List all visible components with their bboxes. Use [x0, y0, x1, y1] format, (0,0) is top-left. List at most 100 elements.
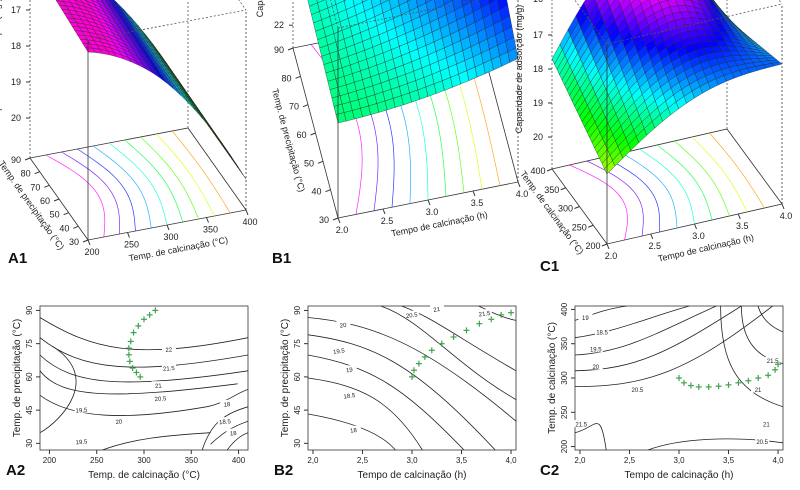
- y-tick: [53, 198, 60, 202]
- y-tick-label: 40: [311, 187, 321, 197]
- optimum-marker: [410, 367, 417, 374]
- optimum-marker: [488, 316, 495, 323]
- optimum-marker: [133, 369, 140, 376]
- y-tick-label: 200: [560, 439, 569, 453]
- contour-label-bg: [429, 304, 444, 312]
- optimum-marker: [130, 329, 137, 336]
- y-tick-label: 60: [293, 372, 302, 381]
- z-tick-label: 17: [11, 5, 21, 15]
- contour-plot-c2: 19 18.5 19.5 20 20.5 21 21.5 21 20.5 21.5 2,0 2,5 3,…: [535, 292, 797, 490]
- y-tick: [24, 157, 31, 161]
- x-axis-label: Tempo de calcinação (h): [625, 470, 734, 481]
- contour-label-bg: [74, 437, 89, 445]
- x-tick: [87, 239, 91, 246]
- surface-plot-b1: 19202122Capacidade de adsorção (mg/g)2.0…: [255, 0, 533, 270]
- contour-label: 18: [350, 428, 358, 435]
- optimum-marker: [152, 307, 159, 314]
- y-tick-label: 90: [293, 305, 302, 314]
- contour-label: 21.5: [575, 423, 587, 429]
- contour-label-bg: [751, 385, 766, 393]
- contour-label-bg: [578, 313, 593, 321]
- y-tick: [63, 212, 69, 216]
- base-contour-line: [45, 154, 106, 238]
- surface-cell: [236, 164, 247, 180]
- contour-line: [401, 306, 516, 372]
- x-axis-label: Temp. de calcinação (°C): [88, 470, 200, 481]
- panel-label-c1: C1: [540, 258, 560, 275]
- contour-label: 20: [115, 419, 123, 426]
- optimum-marker: [680, 379, 687, 386]
- y-tick-label: 350: [544, 185, 559, 195]
- contour-plot-a2-svg: 22 21.5 21 20.5 20 19.5 19.5 18 18.5 18 200 250 300 3…: [12, 305, 249, 481]
- contour-label-bg: [161, 345, 176, 353]
- x-tick: [694, 223, 697, 230]
- y-tick: [546, 168, 553, 172]
- contour-label: 19.5: [75, 408, 88, 415]
- contour-line: [226, 432, 248, 450]
- x-tick: [427, 199, 431, 206]
- y-tick-label: 400: [530, 166, 545, 176]
- contour-label: 21: [763, 423, 770, 429]
- x-tick-label: 4,0: [772, 456, 784, 465]
- contour-line: [308, 317, 516, 422]
- box-top-front: [606, 3, 783, 45]
- contour-label: 18: [224, 402, 232, 409]
- contour-label-bg: [765, 356, 780, 364]
- box-top-front: [59, 0, 89, 41]
- contour-plot-b2-svg: 21 20.5 20 19.5 19 18.5 18 21.5 2,0 2,5 3,0 3,5 4,0 T…: [280, 304, 517, 481]
- contour-label-bg: [153, 394, 168, 402]
- x-tick-label: 3,0: [673, 456, 685, 465]
- contour-label: 20.5: [632, 388, 644, 394]
- optimum-marker: [765, 372, 772, 379]
- y-tick: [73, 225, 79, 229]
- surface-cell: [629, 0, 636, 4]
- contour-line: [40, 370, 238, 395]
- x-tick-label: 400: [242, 217, 257, 227]
- contour-label: 20.5: [756, 440, 768, 446]
- y-axis-label: Temp. de calcinação (°C): [547, 322, 558, 434]
- contour-line: [308, 334, 496, 450]
- contour-label: 18.5: [219, 419, 232, 426]
- contour-label: 20.5: [406, 312, 419, 320]
- contour-label-bg: [755, 437, 770, 445]
- contour-label-bg: [112, 417, 127, 425]
- base-contour-line: [124, 139, 184, 223]
- x-axis-label: Tempo de calcinação (h): [358, 470, 467, 481]
- y-tick-label: 60: [40, 196, 50, 206]
- y-tick: [560, 187, 566, 191]
- contour-label: 21: [755, 388, 762, 394]
- x-tick-label: 2,5: [624, 456, 636, 465]
- x-tick: [606, 243, 610, 250]
- contour-label-bg: [151, 381, 166, 389]
- contour-label: 21.5: [478, 311, 491, 319]
- y-tick-label: 30: [319, 215, 329, 225]
- base-contour-line: [156, 133, 215, 217]
- contour-label-bg: [595, 327, 610, 335]
- contour-label: 18: [230, 431, 238, 438]
- x-tick-label: 2,5: [357, 456, 369, 465]
- contour-label: 19.5: [590, 348, 602, 354]
- contour-label: 20: [592, 365, 599, 371]
- optimum-marker: [125, 351, 132, 358]
- y-axis-label: Temp. de precipitação (°C): [280, 319, 291, 438]
- x-tick: [737, 213, 741, 220]
- optimum-marker: [755, 375, 762, 381]
- contour-line: [308, 377, 423, 450]
- y-tick-label: 80: [21, 169, 31, 179]
- base-contour-line: [604, 156, 661, 233]
- contour-line: [102, 432, 211, 450]
- contour-line: [478, 306, 516, 321]
- optimum-marker: [146, 311, 153, 318]
- contour-line: [40, 345, 77, 434]
- y-tick: [44, 184, 50, 188]
- contour-label: 22: [165, 347, 173, 354]
- x-tick-label: 3.0: [692, 231, 705, 241]
- x-tick-label: 3.0: [426, 207, 439, 217]
- y-tick: [34, 171, 40, 175]
- x-tick: [781, 203, 785, 210]
- y-tick-label: 250: [560, 405, 569, 419]
- optimum-marker: [705, 383, 712, 390]
- surface-plot-c1-svg: 16 17 18 19 20 Capacidade de adsorção (mg/g) 2…: [514, 0, 792, 264]
- y-tick-label: 300: [560, 371, 569, 385]
- y-tick: [588, 224, 594, 228]
